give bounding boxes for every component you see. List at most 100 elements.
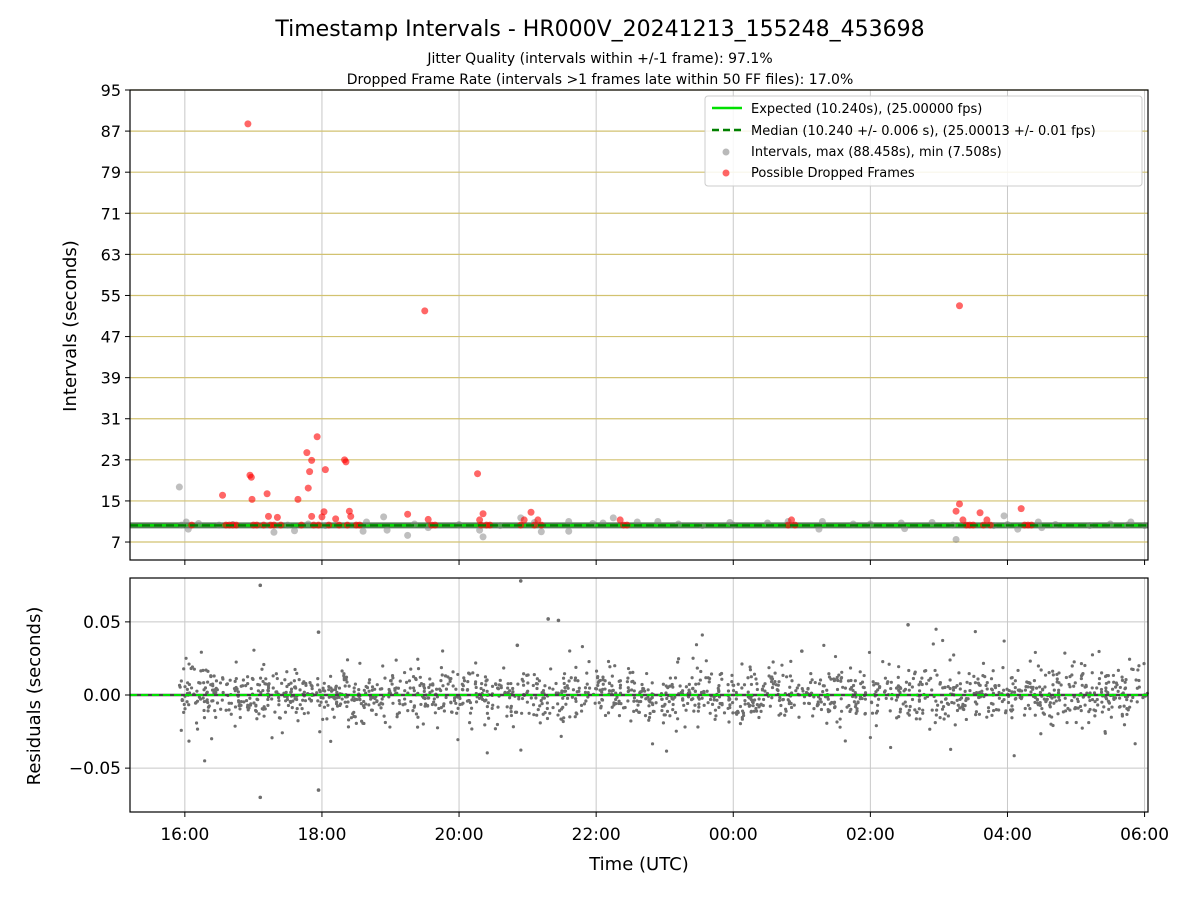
residual-point-888 (946, 685, 950, 689)
top-ylabel: Intervals (seconds) (60, 240, 81, 412)
residual-point-547 (287, 682, 291, 687)
residual-point-1607 (815, 704, 819, 708)
residual-point-590 (686, 701, 690, 706)
residual-point-594 (391, 701, 395, 705)
interval-point-10 (304, 520, 312, 528)
residual-point-1690 (237, 700, 241, 704)
residual-point-1403 (1137, 685, 1141, 689)
residual-point-809 (273, 710, 277, 714)
residual-point-1161 (1068, 685, 1072, 689)
residual-point-1079 (325, 717, 329, 721)
residual-point-237 (285, 684, 289, 689)
top-ytick-label-8: 71 (101, 204, 121, 223)
residual-point-695 (1002, 688, 1006, 692)
residual-point-646 (652, 709, 656, 714)
dropped-point-39 (347, 512, 355, 520)
residual-point-337 (1093, 714, 1097, 718)
residual-point-252 (940, 707, 945, 711)
residual-point-725 (527, 711, 531, 715)
residual-point-1605 (506, 686, 510, 690)
residual-point-814 (437, 706, 441, 711)
residual-point-754 (848, 666, 853, 670)
residual-point-141 (863, 697, 867, 701)
residual-point-990 (852, 700, 857, 704)
dropped-point-30 (320, 508, 328, 516)
residual-point-1134 (576, 679, 580, 683)
residual-point-979 (1083, 663, 1087, 668)
dropped-point-65 (952, 507, 960, 515)
residual-point-1360 (840, 670, 844, 674)
residual-point-382 (482, 688, 486, 692)
residual-point-615 (742, 683, 747, 687)
residual-point-1562 (1133, 742, 1137, 746)
residual-point-740 (442, 702, 446, 706)
residual-point-102 (468, 711, 473, 715)
residual-point-200 (1063, 651, 1067, 655)
residual-point-1140 (706, 701, 710, 705)
dropped-point-21 (303, 449, 311, 457)
residual-point-181 (423, 704, 427, 708)
dropped-point-33 (332, 515, 340, 523)
residual-point-1489 (785, 675, 789, 679)
residual-point-1586 (1036, 664, 1040, 668)
residual-point-1059 (807, 701, 812, 706)
residual-point-469 (470, 727, 474, 731)
residual-point-612 (934, 713, 938, 717)
residual-point-408 (236, 690, 240, 694)
chart-subtitle-dropped: Dropped Frame Rate (intervals >1 frames … (347, 72, 854, 88)
residual-point-1309 (752, 672, 757, 676)
residual-point-298 (676, 657, 681, 661)
dropped-point-74 (983, 516, 991, 524)
residual-point-1209 (990, 713, 994, 717)
residual-point-89 (808, 680, 813, 685)
residual-point-395 (346, 700, 350, 704)
residual-point-489 (1043, 685, 1047, 689)
dropped-point-28 (315, 521, 323, 529)
residual-point-1624 (485, 678, 489, 682)
residual-point-133 (955, 698, 959, 702)
residual-outlier-5 (515, 643, 520, 648)
residual-point-473 (673, 710, 678, 715)
residual-point-1509 (943, 712, 947, 716)
residual-point-1222 (234, 660, 238, 664)
residual-point-1139 (987, 709, 991, 713)
residual-point-597 (302, 711, 306, 716)
residual-point-869 (255, 697, 259, 701)
residual-point-482 (244, 684, 248, 688)
residual-point-776 (264, 677, 268, 681)
residual-point-1548 (571, 688, 576, 692)
residual-point-1657 (573, 678, 577, 682)
xtick-label-6: 04:00 (983, 825, 1032, 845)
residual-point-1511 (1014, 696, 1018, 701)
interval-point-16 (404, 531, 412, 539)
residual-point-1287 (197, 681, 201, 685)
residual-point-1311 (738, 704, 743, 709)
residual-point-1564 (525, 691, 529, 695)
residual-point-187 (835, 720, 839, 724)
residual-point-899 (683, 725, 687, 729)
residual-point-907 (1048, 705, 1052, 709)
residual-point-773 (836, 678, 840, 683)
residual-point-33 (838, 717, 842, 721)
residual-point-587 (860, 680, 865, 684)
residual-point-312 (218, 681, 223, 685)
residual-point-709 (1103, 729, 1107, 734)
dropped-point-6 (244, 120, 252, 128)
dropped-point-14 (264, 512, 272, 520)
residual-point-499 (467, 721, 472, 725)
residual-point-359 (283, 678, 287, 682)
xtick-label-3: 22:00 (572, 825, 621, 845)
residual-point-445 (746, 676, 750, 680)
residual-point-419 (327, 695, 331, 699)
residual-point-1539 (564, 702, 568, 706)
residual-point-495 (978, 690, 982, 695)
residual-point-1223 (496, 687, 501, 691)
residual-point-7 (583, 686, 588, 690)
residual-point-699 (781, 698, 785, 702)
residual-point-1230 (349, 716, 353, 720)
residual-point-368 (350, 698, 354, 702)
residual-point-1076 (367, 703, 371, 707)
residual-point-661 (975, 702, 979, 706)
residual-point-1203 (1041, 711, 1045, 715)
residual-outlier-6 (546, 617, 550, 621)
